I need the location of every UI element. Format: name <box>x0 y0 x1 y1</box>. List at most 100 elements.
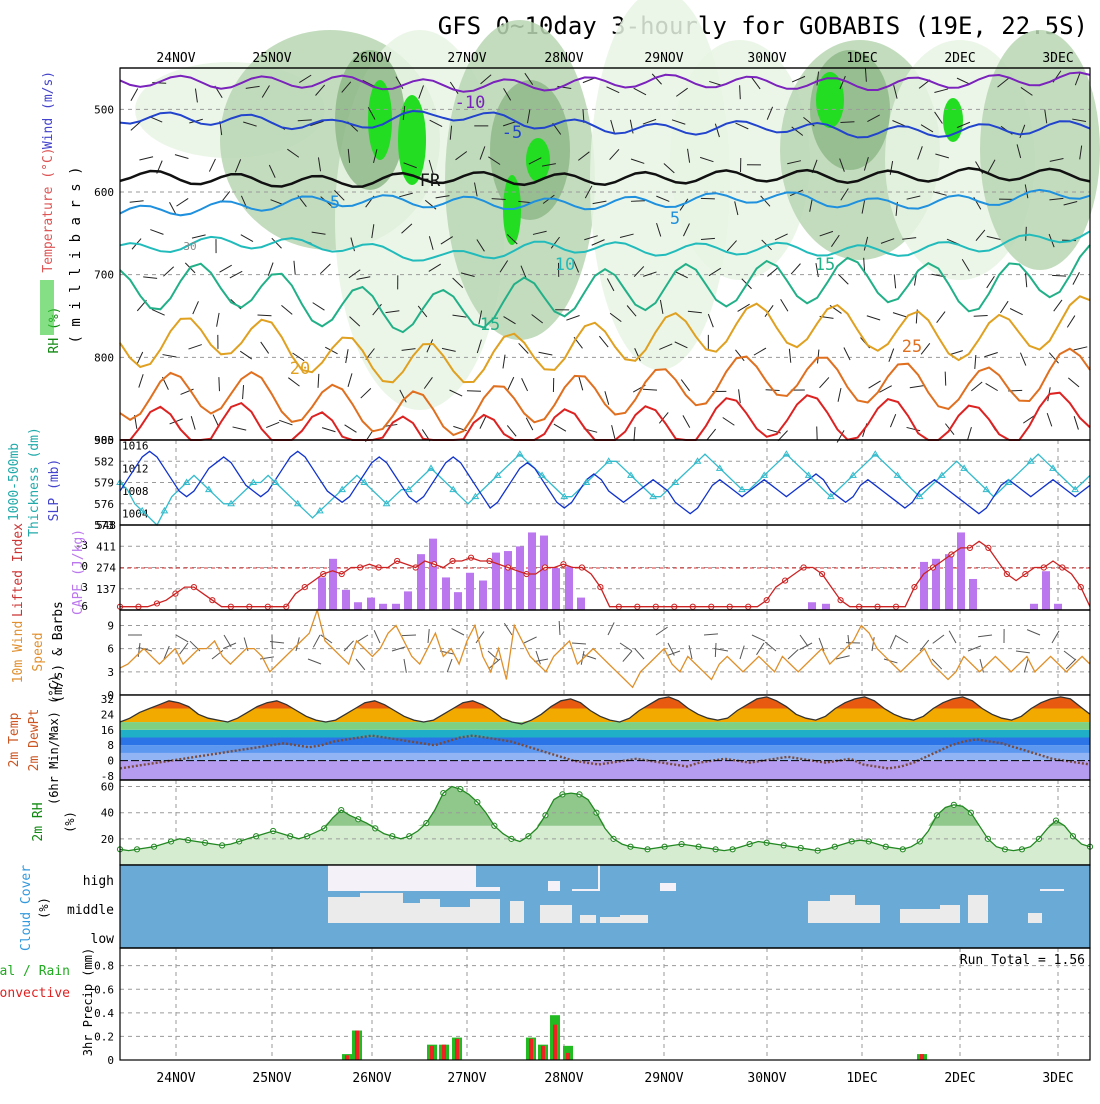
wind-barb <box>447 659 452 672</box>
wind-barb <box>608 622 614 635</box>
wind-barb <box>667 651 680 656</box>
cape-bar <box>1030 604 1038 610</box>
wind-barb <box>1016 651 1030 653</box>
cloud-layer-label: middle <box>67 903 114 918</box>
temp-label-1: 2m Temp <box>7 712 22 767</box>
temp-color-band <box>120 722 1090 730</box>
cloud-middle <box>855 905 880 923</box>
rh2m-y-tick: 60 <box>101 781 114 794</box>
slp-y-tick: 1008 <box>122 485 149 498</box>
wind-barb <box>524 637 537 643</box>
x-tick-top: 1DEC <box>846 51 877 66</box>
x-tick-bottom: 26NOV <box>352 1071 391 1086</box>
cape-bar <box>342 590 350 610</box>
wind-barb <box>800 635 808 646</box>
wind-barb <box>752 635 765 641</box>
x-tick-bottom: 25NOV <box>252 1071 291 1086</box>
lifted-label: Lifted Index <box>11 523 26 617</box>
cape-bar <box>354 602 362 610</box>
wind-barb <box>635 649 644 659</box>
x-tick-top: 25NOV <box>252 51 291 66</box>
temp-color-band <box>120 753 1090 761</box>
run-total-annotation: Run Total = 1.56 <box>960 953 1085 968</box>
wind-barb <box>1027 630 1040 635</box>
wind-barb <box>504 623 512 635</box>
cloud-middle <box>968 895 988 923</box>
cape-bar <box>379 604 387 610</box>
cape-y-tick: 274 <box>96 562 116 575</box>
precip-y-tick: 0.2 <box>94 1030 114 1043</box>
wind10-label-1: 10m Wind <box>11 621 26 684</box>
wind-y-tick: 3 <box>107 666 114 679</box>
x-tick-top: 3DEC <box>1042 51 1073 66</box>
cloud-high <box>548 881 560 891</box>
cape-bar <box>404 591 412 610</box>
isotherm-label: 25 <box>902 337 922 357</box>
precip-label: 3hr Precip (mm) <box>81 948 95 1056</box>
x-tick-bottom: 1DEC <box>846 1071 877 1086</box>
cape-bar <box>442 577 450 610</box>
cloud-high <box>660 883 676 891</box>
wind-barb <box>896 636 908 643</box>
rh2m-y-tick: 20 <box>101 833 114 846</box>
cape-bar <box>822 604 830 610</box>
cape-bar <box>552 568 560 610</box>
wind-barb <box>1024 659 1028 673</box>
wind-barb <box>933 635 944 643</box>
isotherm-label: FR <box>420 171 441 191</box>
precip-y-tick: 0.8 <box>94 960 114 973</box>
cape-bar <box>957 532 965 610</box>
x-tick-top: 2DEC <box>944 51 975 66</box>
temp-y-tick: 24 <box>101 708 115 721</box>
wind-barb <box>689 645 692 659</box>
cloud-layer-label: low <box>91 932 115 947</box>
wind-barb <box>428 629 429 643</box>
cape-bar <box>577 598 585 610</box>
cloud-middle <box>1028 913 1042 923</box>
cape-bar <box>454 592 462 610</box>
x-tick-bottom: 2DEC <box>944 1071 975 1086</box>
isotherm-label: -5 <box>502 123 522 143</box>
x-tick-bottom: 28NOV <box>544 1071 583 1086</box>
x-tick-bottom: 30NOV <box>747 1071 786 1086</box>
wind-barb <box>374 630 380 643</box>
wind-barb <box>620 643 632 651</box>
wind-barb <box>404 659 406 673</box>
cape-bar <box>367 598 375 610</box>
cloud-middle <box>403 903 420 923</box>
isotherm-label: 10 <box>555 255 575 275</box>
cloud-layer-label: high <box>83 874 114 889</box>
thickness-y-tick: 576 <box>94 498 114 511</box>
x-tick-bottom: 3DEC <box>1042 1071 1073 1086</box>
rh2m-y-tick: 40 <box>101 807 114 820</box>
precip-convective-bar <box>442 1045 446 1060</box>
precip-convective-bar <box>553 1025 557 1060</box>
temperature-label: Temperature (°C) <box>41 147 56 272</box>
cloud-middle <box>540 905 572 923</box>
temp-color-band <box>120 730 1090 738</box>
cloud-middle <box>620 915 648 923</box>
precip-convective-bar <box>529 1039 533 1060</box>
cape-bar <box>1054 604 1062 610</box>
cloud-middle <box>440 907 470 923</box>
wind-label: Wind (m/s) <box>41 71 56 149</box>
precip-convective-bar <box>541 1046 545 1060</box>
isotherm-label: 5 <box>330 193 340 213</box>
wind-y-tick: 9 <box>107 619 114 632</box>
slp-y-tick: 1012 <box>122 462 149 475</box>
cloud-middle <box>510 901 524 923</box>
wind-barb <box>402 635 416 636</box>
isotherm-label: 15 <box>480 315 500 335</box>
wind-barb <box>176 635 188 642</box>
cape-bar <box>565 567 573 610</box>
wind-barb <box>704 634 718 635</box>
upper-air-y-tick: 500 <box>94 103 114 116</box>
isotherm-label: 30 <box>183 240 196 253</box>
precip-conv-label: Convective <box>0 986 70 1001</box>
cape-y-tick: 137 <box>96 583 116 596</box>
isotherm-label: 15 <box>815 255 835 275</box>
wind-barb <box>765 642 776 651</box>
cloud-middle <box>600 917 620 923</box>
upper-air-y-tick: 700 <box>94 269 114 282</box>
